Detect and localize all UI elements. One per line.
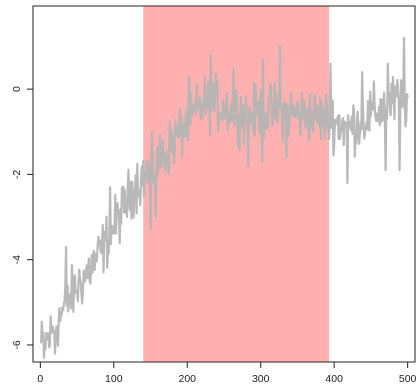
highlight-region <box>143 6 330 362</box>
x-tick-label: 0 <box>37 373 43 385</box>
x-tick-label: 400 <box>325 373 343 385</box>
y-tick-label: -6 <box>11 340 23 349</box>
y-tick-label: 0 <box>11 86 23 92</box>
y-tick-label: -2 <box>11 170 23 179</box>
x-tick-label: 500 <box>399 373 417 385</box>
x-tick-label: 300 <box>252 373 270 385</box>
series-line <box>39 36 409 359</box>
x-tick-label: 200 <box>179 373 197 385</box>
plot-frame <box>32 5 416 363</box>
x-tick-label: 100 <box>105 373 123 385</box>
y-axis: -6 -4 -2 0 <box>11 86 33 350</box>
y-tick-label: -4 <box>11 255 23 264</box>
x-axis: 0 100 200 300 400 500 <box>37 362 417 385</box>
